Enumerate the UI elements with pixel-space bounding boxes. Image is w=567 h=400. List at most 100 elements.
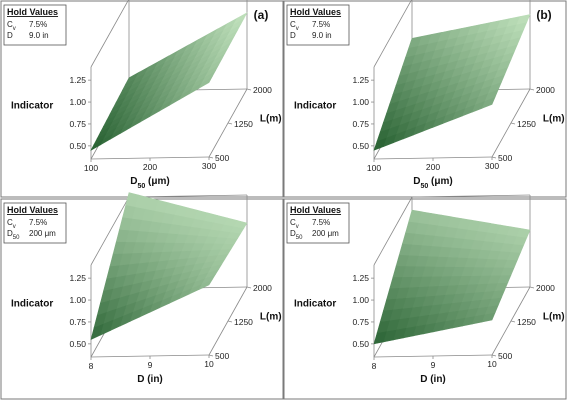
- box-edge: [128, 194, 248, 198]
- y-tick-label: 500: [498, 351, 512, 361]
- y-tick-mark: [227, 320, 233, 323]
- hold-value-value: 9.0 in: [312, 31, 332, 40]
- surface-mesh: [373, 209, 531, 345]
- hold-values-box: Hold Values Cv 7.5% D 9.0 in: [3, 4, 67, 46]
- hold-values-title: Hold Values: [7, 7, 58, 17]
- hold-value-key: D: [7, 31, 13, 40]
- x-tick-label: 100: [84, 163, 98, 173]
- hold-value-value: 200 μm: [29, 229, 56, 238]
- hold-values-title: Hold Values: [290, 205, 341, 215]
- z-tick-label: 1.25: [352, 75, 369, 85]
- z-tick-label: 0.75: [69, 119, 86, 129]
- x-axis-label: D (in): [137, 374, 163, 385]
- y-tick-mark: [208, 156, 214, 159]
- y-tick-label: 1250: [517, 119, 536, 129]
- y-tick-label: 1250: [234, 317, 253, 327]
- z-tick-label: 1.00: [69, 295, 86, 305]
- y-axis-label: L(m): [543, 114, 565, 125]
- y-tick-label: 2000: [536, 85, 555, 95]
- z-tick-label: 0.50: [352, 141, 369, 151]
- y-tick-mark: [529, 286, 535, 289]
- y-tick-mark: [246, 88, 252, 91]
- y-tick-mark: [510, 320, 516, 323]
- x-tick-label: 200: [143, 162, 157, 172]
- y-tick-label: 500: [215, 153, 229, 163]
- y-tick-mark: [510, 122, 516, 125]
- surface-mesh: [373, 14, 531, 151]
- x-axis-label: D (in): [420, 374, 446, 385]
- hold-values-frame: [286, 4, 350, 46]
- y-tick-label: 2000: [253, 85, 272, 95]
- z-tick-label: 0.75: [352, 317, 369, 327]
- hold-values-frame: [3, 4, 67, 46]
- x-tick-label: 300: [485, 161, 499, 171]
- z-tick-label: 0.75: [352, 119, 369, 129]
- hold-value-value: 7.5%: [29, 218, 47, 227]
- z-axis-label: Indicator: [11, 298, 53, 309]
- hold-value-key: Cv: [290, 218, 299, 230]
- box-edge: [90, 196, 130, 266]
- surface-mesh: [90, 192, 248, 341]
- x-tick-label: 100: [367, 163, 381, 173]
- y-tick-label: 1250: [517, 317, 536, 327]
- hold-value-value: 7.5%: [312, 20, 330, 29]
- y-tick-label: 2000: [253, 283, 272, 293]
- hold-value-key: Cv: [7, 218, 16, 230]
- hold-values-frame: [286, 202, 350, 244]
- x-tick-label: 8: [372, 361, 377, 371]
- surface-cell: [516, 14, 531, 25]
- y-tick-label: 2000: [536, 283, 555, 293]
- y-tick-mark: [227, 122, 233, 125]
- box-edge: [373, 0, 412, 68]
- x-tick-label: 8: [89, 361, 94, 371]
- z-axis-label: Indicator: [294, 298, 336, 309]
- surface-cell: [233, 12, 248, 25]
- surface-cell: [516, 228, 531, 238]
- box-edge: [90, 0, 129, 68]
- y-tick-mark: [246, 286, 252, 289]
- x-tick-label: 300: [202, 161, 216, 171]
- y-tick-label: 500: [215, 351, 229, 361]
- hold-value-value: 7.5%: [29, 20, 47, 29]
- z-tick-label: 1.25: [69, 273, 86, 283]
- box-edge: [373, 196, 413, 266]
- hold-values-title: Hold Values: [290, 7, 341, 17]
- z-axis-label: Indicator: [294, 100, 336, 111]
- z-tick-label: 0.75: [69, 317, 86, 327]
- y-tick-mark: [491, 354, 497, 357]
- panel-letter: (b): [536, 8, 551, 22]
- hold-values-title: Hold Values: [7, 205, 58, 215]
- y-tick-mark: [491, 156, 497, 159]
- z-tick-label: 1.25: [352, 273, 369, 283]
- surface-mesh: [90, 12, 248, 152]
- hold-values-frame: [3, 202, 67, 244]
- box-edge: [411, 194, 531, 198]
- y-tick-label: 500: [498, 153, 512, 163]
- z-tick-label: 0.50: [352, 339, 369, 349]
- x-tick-label: 200: [426, 162, 440, 172]
- y-axis-label: L(m): [260, 114, 282, 125]
- hold-value-value: 200 μm: [312, 229, 339, 238]
- y-tick-label: 1250: [234, 119, 253, 129]
- panel-letter: (a): [254, 8, 269, 22]
- hold-values-box: Hold Values Cv 7.5% D 9.0 in: [286, 4, 350, 46]
- z-tick-label: 0.50: [69, 141, 86, 151]
- z-axis-label: Indicator: [11, 100, 53, 111]
- x-tick-label: 9: [148, 360, 153, 370]
- x-tick-label: 10: [204, 359, 214, 369]
- hold-value-value: 7.5%: [312, 218, 330, 227]
- z-tick-label: 1.00: [69, 97, 86, 107]
- hold-value-key: D: [290, 31, 296, 40]
- panel-2: 0.50 0.75 1.00 1.25 Indicator 8 9 10 D (in) 500 12…: [0, 192, 284, 400]
- z-tick-label: 1.00: [352, 97, 369, 107]
- y-axis-label: L(m): [543, 312, 565, 323]
- hold-value-key: Cv: [290, 20, 299, 32]
- y-tick-mark: [208, 354, 214, 357]
- x-tick-label: 10: [487, 359, 497, 369]
